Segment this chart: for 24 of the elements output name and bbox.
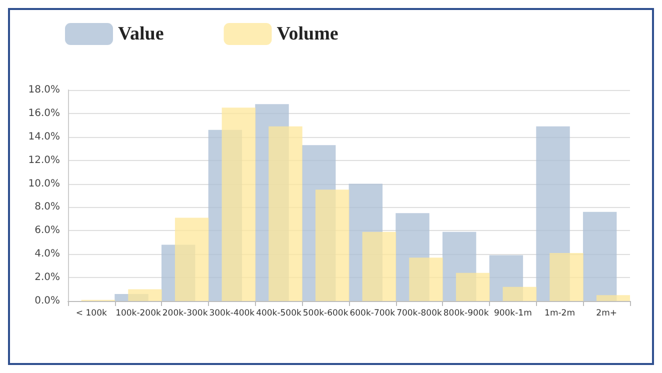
x-tick-label: 600k-700k [350, 308, 396, 318]
x-tick-label: 400k-500k [256, 308, 302, 318]
x-tick-label: 700k-800k [396, 308, 442, 318]
y-tick-label: 0.0% [34, 296, 60, 306]
x-tick-label: 200k-300k [162, 308, 208, 318]
y-tick-label: 4.0% [34, 248, 60, 260]
y-tick-label: 6.0% [34, 225, 60, 236]
x-tick-label: 900k-1m [494, 308, 532, 318]
y-tick-label: 16.0% [28, 108, 60, 119]
x-tick-label: 500k-600k [302, 308, 348, 318]
y-tick-label: 10.0% [28, 178, 60, 190]
x-tick-label: < 100k [76, 308, 107, 318]
y-tick-label: 8.0% [34, 202, 60, 213]
legend-label: Volume [276, 24, 338, 44]
legend-label: Value [118, 24, 164, 44]
y-tick-label: 18.0% [28, 84, 60, 96]
y-tick-label: 14.0% [28, 131, 60, 142]
y-tick-label: 2.0% [34, 272, 60, 284]
x-tick-label: 300k-400k [209, 308, 255, 318]
x-tick-label: 800k-900k [443, 308, 489, 318]
x-tick-label: 1m-2m [544, 308, 575, 318]
x-tick-label: 100k-200k [116, 308, 161, 318]
y-tick-label: 12.0% [28, 154, 60, 166]
x-tick-label: 2m+ [596, 308, 617, 318]
